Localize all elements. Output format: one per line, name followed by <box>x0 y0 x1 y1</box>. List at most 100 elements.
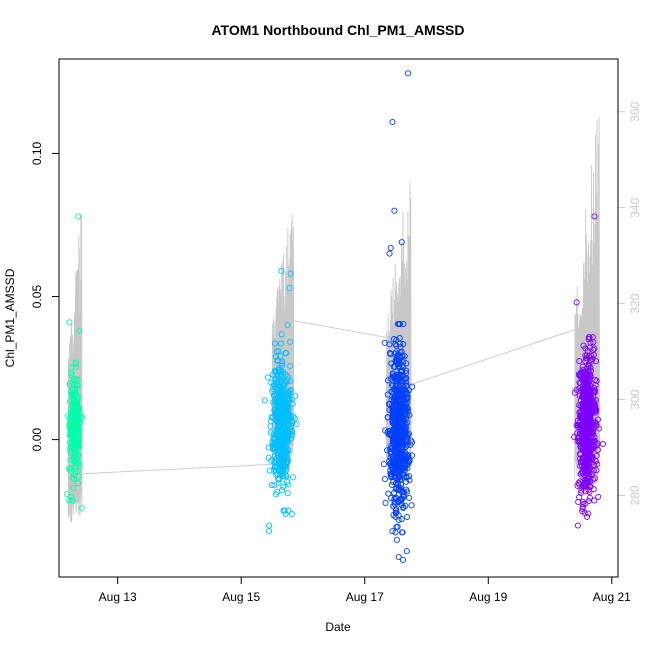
data-point <box>272 467 279 474</box>
data-point <box>76 327 83 334</box>
data-point <box>277 378 285 385</box>
data-point <box>281 418 288 425</box>
data-point <box>390 429 397 436</box>
data-point <box>72 359 79 366</box>
data-point <box>591 443 598 450</box>
data-point <box>405 452 412 459</box>
data-point <box>584 378 591 385</box>
data-point <box>396 461 403 468</box>
data-point <box>71 405 78 412</box>
data-point <box>396 358 403 365</box>
data-point <box>68 425 75 432</box>
data-point <box>404 395 411 402</box>
data-point <box>593 467 600 474</box>
data-point <box>283 350 290 357</box>
data-point <box>394 436 401 443</box>
data-point <box>580 342 587 349</box>
data-point <box>585 334 593 341</box>
data-point <box>388 471 395 478</box>
data-point <box>274 415 281 422</box>
data-point <box>584 364 591 371</box>
data-point <box>284 445 291 452</box>
data-point <box>398 453 405 460</box>
data-point <box>589 422 596 429</box>
data-point <box>388 450 395 457</box>
data-point <box>398 239 405 246</box>
data-point <box>280 451 287 458</box>
data-point <box>274 388 281 395</box>
data-point <box>589 403 596 410</box>
data-point <box>261 397 268 404</box>
data-point <box>278 397 285 404</box>
data-point <box>271 367 278 374</box>
data-point <box>391 499 398 506</box>
data-point <box>270 430 277 437</box>
data-point <box>70 476 77 483</box>
data-point <box>74 376 81 383</box>
data-point <box>389 528 396 535</box>
data-point <box>389 427 396 434</box>
data-point <box>67 457 74 464</box>
data-point <box>266 467 273 474</box>
data-point <box>582 500 589 507</box>
data-point <box>71 377 78 384</box>
data-point <box>584 414 591 421</box>
data-point <box>66 466 73 473</box>
data-point <box>275 425 282 432</box>
data-point <box>72 363 79 370</box>
data-point <box>279 424 287 432</box>
data-point <box>71 382 78 389</box>
data-point <box>280 473 287 480</box>
data-point <box>583 407 590 414</box>
data-point <box>591 345 598 352</box>
data-point <box>293 420 300 428</box>
data-point <box>586 395 593 402</box>
data-point <box>277 390 285 397</box>
data-point <box>393 454 400 461</box>
y2-tick-label: 280 <box>628 485 642 505</box>
data-point <box>268 482 275 489</box>
data-point <box>396 335 403 342</box>
data-point <box>581 482 588 489</box>
data-point <box>278 331 285 338</box>
data-point <box>69 434 76 441</box>
data-point <box>274 373 281 380</box>
data-point <box>397 440 404 447</box>
data-point <box>390 489 398 497</box>
data-point <box>282 405 289 412</box>
data-point <box>385 490 392 497</box>
data-point <box>403 439 410 446</box>
data-point <box>73 427 80 434</box>
data-point <box>592 406 599 413</box>
data-point <box>269 445 276 452</box>
data-point <box>595 493 602 500</box>
data-point <box>395 553 402 561</box>
data-point <box>278 432 285 439</box>
data-point <box>388 495 395 502</box>
data-point <box>390 479 397 486</box>
data-point <box>280 463 287 470</box>
data-point <box>587 389 594 396</box>
x-tick-label: Aug 15 <box>222 590 260 604</box>
data-point <box>67 412 75 419</box>
data-point <box>287 362 294 369</box>
data-point <box>277 340 284 347</box>
data-point <box>403 360 410 367</box>
data-point <box>273 382 280 389</box>
data-point <box>585 487 592 494</box>
data-point <box>590 339 597 346</box>
y-tick-label: 0.10 <box>30 141 44 165</box>
data-point <box>282 448 289 455</box>
data-point <box>386 250 393 257</box>
data-point <box>398 516 405 523</box>
data-point <box>405 387 412 394</box>
data-point <box>401 455 408 462</box>
data-point <box>74 423 81 430</box>
data-point <box>403 474 410 481</box>
data-point <box>403 403 410 410</box>
data-point <box>274 357 281 365</box>
data-point <box>392 513 399 520</box>
data-point <box>592 358 600 365</box>
data-point <box>287 426 294 433</box>
data-point <box>579 484 586 491</box>
